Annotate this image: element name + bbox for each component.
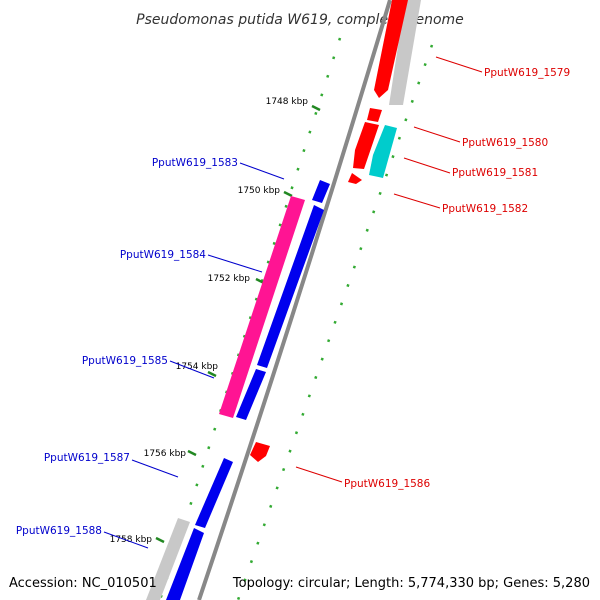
- scale-label: 1748 kbp: [266, 97, 309, 107]
- gene-label-PputW619_1580[interactable]: PputW619_1580: [462, 137, 548, 149]
- inner-tick-track: [158, 37, 342, 600]
- gene-arrow-PputW619_1581: [369, 125, 397, 178]
- gene-arrow-PputW619_1580a: [367, 108, 382, 122]
- gene-arrow-gray-bottom: [146, 518, 190, 600]
- scale-label: 1754 kbp: [176, 362, 219, 372]
- gene-arrow-PputW619_1585: [236, 369, 266, 420]
- scale-labels: 1748 kbp 1750 kbp 1752 kbp 1754 kbp 1756…: [110, 97, 309, 545]
- label-line-1585: [169, 360, 215, 379]
- label-line-1579: [435, 56, 483, 73]
- scale-label: 1758 kbp: [110, 535, 153, 545]
- label-line-1586: [295, 466, 343, 483]
- label-line-1580: [413, 126, 461, 143]
- gene-label-PputW619_1585[interactable]: PputW619_1585: [82, 355, 168, 367]
- gene-label-PputW619_1587[interactable]: PputW619_1587: [44, 452, 130, 464]
- label-line-1583: [239, 162, 285, 180]
- gene-arrow-PputW619_1579: [374, 0, 408, 98]
- gene-arrow-PputW619_1584: [257, 205, 324, 368]
- gene-arrow-PputW619_1582: [348, 173, 362, 184]
- gene-arrow-gray: [389, 0, 421, 105]
- major-tick-1756: [187, 449, 197, 457]
- gene-label-PputW619_1588[interactable]: PputW619_1588: [16, 525, 102, 537]
- gene-arrow-PputW619_1583: [312, 180, 330, 203]
- gene-arrow-PputW619_1588: [166, 528, 204, 600]
- gene-label-PputW619_1582[interactable]: PputW619_1582: [442, 203, 528, 215]
- gene-label-PputW619_1583[interactable]: PputW619_1583: [152, 157, 238, 169]
- accession-text: Accession: NC_010501: [9, 576, 157, 591]
- genome-backbone: [197, 0, 392, 600]
- gene-label-PputW619_1584[interactable]: PputW619_1584: [120, 249, 206, 261]
- scale-label: 1752 kbp: [208, 274, 251, 284]
- label-line-1587: [131, 459, 179, 478]
- gene-label-PputW619_1581[interactable]: PputW619_1581: [452, 167, 538, 179]
- label-line-1588: [103, 531, 149, 549]
- label-line-1584: [207, 254, 263, 273]
- scale-label: 1750 kbp: [238, 186, 281, 196]
- topology-text: Topology: circular; Length: 5,774,330 bp…: [232, 576, 590, 591]
- label-line-1581: [403, 157, 451, 174]
- gene-arrow-PputW619_1586: [250, 442, 270, 462]
- forward-label-lines: [103, 162, 285, 549]
- label-line-1582: [393, 193, 441, 209]
- major-tick-1750: [283, 190, 293, 198]
- outer-tick-track: [236, 44, 434, 600]
- gene-arrow-PputW619_1580: [353, 122, 379, 169]
- major-tick-1758: [155, 536, 165, 544]
- scale-label: 1756 kbp: [144, 449, 187, 459]
- gene-arrow-pink: [219, 196, 305, 418]
- major-tick-1754: [207, 370, 217, 378]
- gene-label-PputW619_1586[interactable]: PputW619_1586: [344, 478, 430, 490]
- reverse-label-lines: [295, 56, 483, 483]
- gene-label-PputW619_1579[interactable]: PputW619_1579: [484, 67, 570, 79]
- gene-arrow-PputW619_1587: [195, 458, 233, 528]
- major-tick-1748: [311, 104, 321, 112]
